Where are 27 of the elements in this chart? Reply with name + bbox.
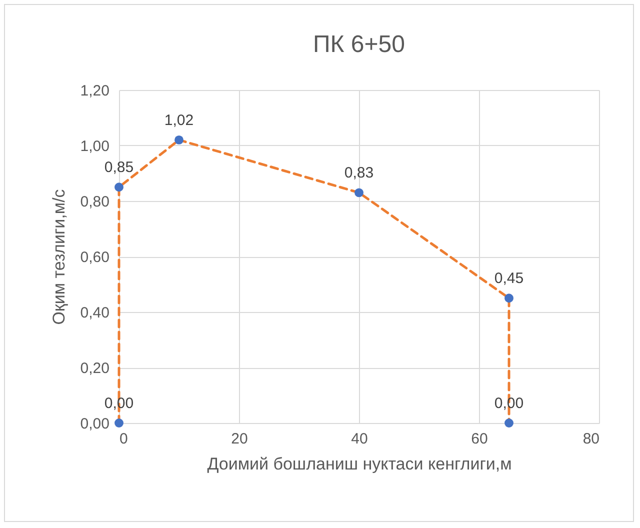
point	[114, 182, 124, 192]
y-axis-title: Оқим тезлиги,м/с	[49, 188, 68, 325]
x-tick-label: 40	[351, 430, 368, 448]
y-tick-label: 0,80	[80, 194, 110, 210]
point	[354, 188, 364, 198]
y-tick-label: 0,60	[80, 249, 110, 266]
y-tick-label: 1,00	[80, 138, 110, 155]
x-tick-label: 20	[231, 430, 248, 448]
data-label: 0,85	[104, 159, 134, 176]
point	[504, 294, 514, 303]
data-label: 1,02	[164, 112, 194, 129]
data-label: 0,00	[494, 395, 524, 412]
data-label: 0,45	[494, 270, 524, 288]
x-tick-label: 80	[582, 430, 600, 448]
y-tick-label: 0,00	[80, 416, 110, 432]
chart-title: ПК 6+50	[313, 31, 405, 58]
x-tick-label: 60	[471, 430, 488, 448]
data-label: 0,00	[104, 395, 134, 412]
point	[504, 418, 514, 428]
y-tick-label: 0,20	[80, 360, 110, 377]
y-tick-label: 0,40	[80, 304, 110, 322]
data-label: 0,83	[344, 164, 374, 182]
x-axis-title: Доимий бошланиш нуктаси кенглиги,м	[207, 454, 512, 474]
y-tick-label: 1,20	[80, 82, 110, 100]
x-tick-label: 0	[120, 430, 128, 448]
point	[114, 418, 124, 428]
point	[174, 135, 184, 144]
